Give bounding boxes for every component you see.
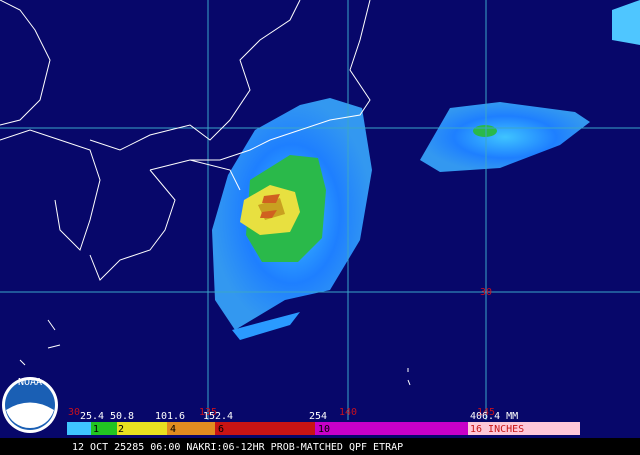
logo-text: NOAA bbox=[18, 377, 42, 388]
mm-label: 25.4 bbox=[80, 411, 104, 422]
lon-label: 145 bbox=[477, 407, 495, 418]
mm-label: 101.6 bbox=[155, 411, 185, 422]
legend: 25.4 50.8 101.6 152.4 254 406.4 MM 1 2 4… bbox=[67, 411, 580, 435]
logo: NOAA bbox=[2, 377, 58, 433]
inch-label: 1 bbox=[93, 424, 99, 435]
mm-label: 406.4 MM bbox=[470, 411, 518, 422]
inch-label: 10 bbox=[318, 424, 330, 435]
inch-label: 2 bbox=[118, 424, 124, 435]
lon-label: 135 bbox=[199, 407, 217, 418]
lon-label: 140 bbox=[339, 407, 357, 418]
mm-label: 254 bbox=[309, 411, 327, 422]
lat-label: 30 bbox=[68, 407, 80, 418]
graticule bbox=[0, 0, 640, 420]
inch-label: 6 bbox=[218, 424, 224, 435]
grid-labels: 135 140 145 30 30 bbox=[68, 287, 495, 418]
inch-label: 16 INCHES bbox=[470, 424, 524, 435]
footer: 12 OCT 25285 06:00 NAKRI:06-12HR PROB-MA… bbox=[72, 442, 403, 453]
inch-label: 4 bbox=[170, 424, 176, 435]
mm-label: 152.4 bbox=[203, 411, 233, 422]
lat-label: 30 bbox=[480, 287, 492, 298]
footer-bar bbox=[0, 438, 640, 455]
coastline bbox=[0, 0, 411, 386]
precip bbox=[212, 0, 640, 340]
mm-label: 50.8 bbox=[110, 411, 134, 422]
